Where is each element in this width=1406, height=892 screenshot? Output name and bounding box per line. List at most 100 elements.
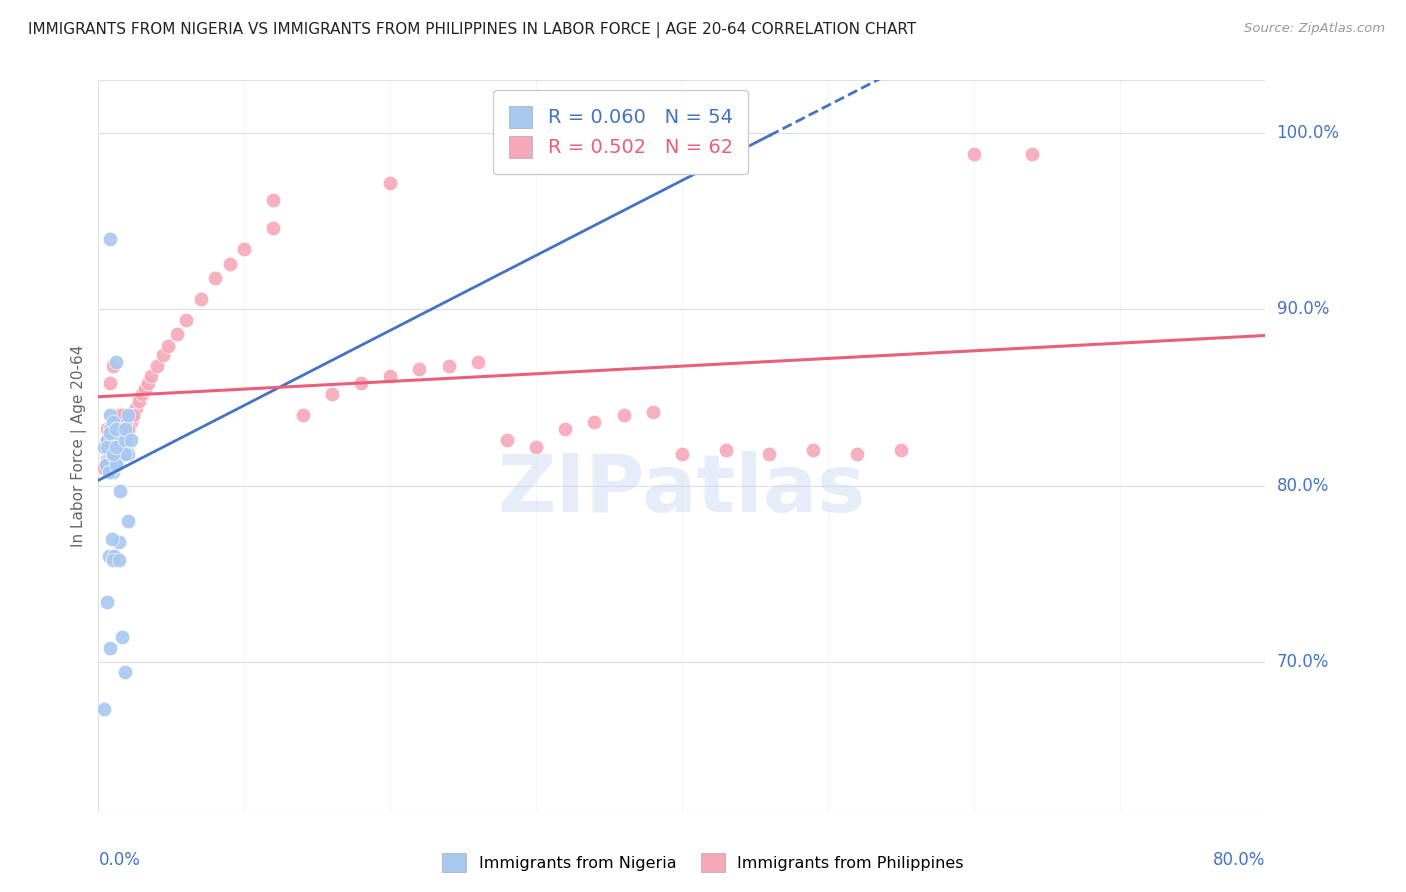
Point <box>117 408 139 422</box>
Point <box>101 447 124 461</box>
Point <box>117 422 139 436</box>
Point <box>122 408 145 422</box>
Point <box>108 552 131 566</box>
Point <box>101 447 124 461</box>
Point <box>101 359 124 373</box>
Point <box>134 382 156 396</box>
Point <box>98 425 121 440</box>
Point <box>204 270 226 285</box>
Point <box>94 458 117 472</box>
Text: 100.0%: 100.0% <box>1277 124 1340 142</box>
Point <box>101 465 124 479</box>
Point <box>117 422 139 436</box>
Point <box>101 422 124 436</box>
Point <box>437 359 460 373</box>
Point <box>612 408 634 422</box>
Point <box>97 452 120 467</box>
Point <box>467 355 489 369</box>
Point <box>98 425 121 440</box>
Point <box>98 422 121 436</box>
Point <box>103 440 125 454</box>
Point <box>111 422 134 436</box>
Point <box>100 447 122 461</box>
Point <box>108 447 131 461</box>
Point <box>114 422 136 436</box>
Point <box>408 362 430 376</box>
Point <box>111 630 134 644</box>
Point <box>98 232 121 246</box>
Point <box>801 443 824 458</box>
Point <box>100 532 122 546</box>
Point <box>321 387 343 401</box>
Point <box>108 433 131 447</box>
Point <box>146 359 169 373</box>
Point <box>98 422 121 436</box>
Point <box>962 147 984 161</box>
Point <box>233 243 256 257</box>
Point <box>262 221 284 235</box>
Point <box>97 549 120 563</box>
Point <box>105 458 128 472</box>
Point <box>524 440 547 454</box>
Point <box>108 408 131 422</box>
Point <box>174 313 197 327</box>
Point <box>110 433 132 447</box>
Point <box>157 339 180 353</box>
Text: 70.0%: 70.0% <box>1277 653 1329 671</box>
Point <box>139 369 162 384</box>
Point <box>101 447 124 461</box>
Point <box>104 458 127 472</box>
Point <box>98 376 121 391</box>
Point <box>114 665 136 680</box>
Point <box>111 422 134 436</box>
Point <box>96 433 118 447</box>
Point <box>114 433 136 447</box>
Point <box>122 408 145 422</box>
Point <box>114 422 136 436</box>
Point <box>714 443 737 458</box>
Point <box>111 408 134 422</box>
Point <box>671 447 693 461</box>
Point <box>117 447 139 461</box>
Point <box>101 552 124 566</box>
Point <box>350 376 373 391</box>
Point <box>93 702 115 716</box>
Point <box>101 429 124 443</box>
Point <box>96 443 118 458</box>
Point <box>120 415 142 429</box>
Point <box>291 408 314 422</box>
Point <box>111 447 134 461</box>
Point <box>96 433 118 447</box>
Point <box>104 440 127 454</box>
Point <box>111 433 134 447</box>
Point <box>108 535 131 549</box>
Point <box>496 433 519 447</box>
Point <box>104 355 127 369</box>
Point <box>96 440 118 454</box>
Point <box>98 408 121 422</box>
Point <box>554 422 576 436</box>
Point <box>108 422 131 436</box>
Point <box>641 404 664 418</box>
Text: 0.0%: 0.0% <box>98 851 141 869</box>
Point <box>114 447 136 461</box>
Text: 80.0%: 80.0% <box>1213 851 1265 869</box>
Point <box>98 640 121 655</box>
Point <box>101 415 124 429</box>
Legend: R = 0.060   N = 54, R = 0.502   N = 62: R = 0.060 N = 54, R = 0.502 N = 62 <box>494 90 748 174</box>
Point <box>583 415 606 429</box>
Point <box>108 422 131 436</box>
Point <box>380 369 402 384</box>
Point <box>104 447 127 461</box>
Point <box>218 256 240 270</box>
Point <box>103 549 125 563</box>
Point <box>93 461 115 475</box>
Legend: Immigrants from Nigeria, Immigrants from Philippines: Immigrants from Nigeria, Immigrants from… <box>434 845 972 880</box>
Point <box>262 193 284 207</box>
Point <box>105 422 128 436</box>
Point <box>93 440 115 454</box>
Text: IMMIGRANTS FROM NIGERIA VS IMMIGRANTS FROM PHILIPPINES IN LABOR FORCE | AGE 20-6: IMMIGRANTS FROM NIGERIA VS IMMIGRANTS FR… <box>28 22 917 38</box>
Point <box>96 422 118 436</box>
Point <box>136 376 159 391</box>
Point <box>380 176 402 190</box>
